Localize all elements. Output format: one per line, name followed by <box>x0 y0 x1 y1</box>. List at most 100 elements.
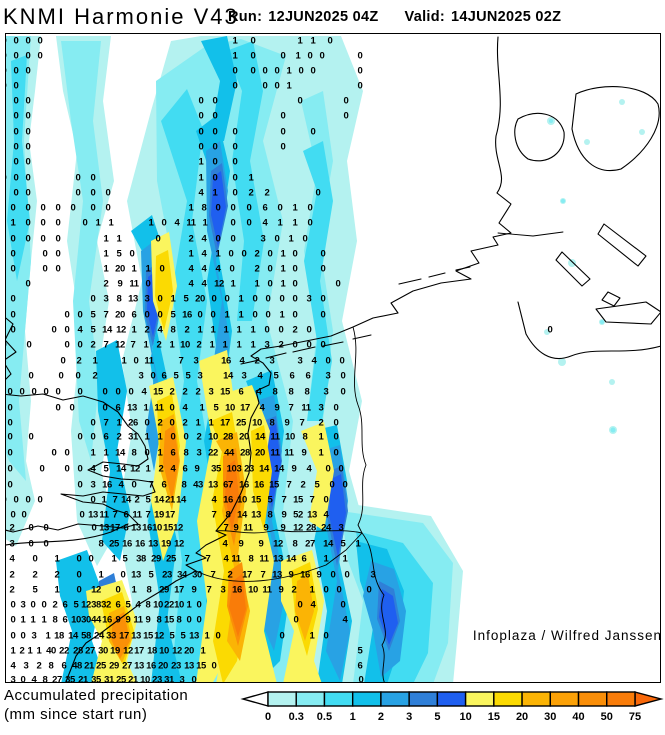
grid-value: 17 <box>165 509 175 521</box>
grid-value: 0 <box>64 339 70 351</box>
legend-tick-label: 0 <box>265 711 271 723</box>
grid-value: 5 <box>103 463 109 475</box>
legend-tick-label: 40 <box>572 711 584 723</box>
grid-value: 5 <box>170 309 176 321</box>
grid-value: 13 <box>307 509 317 521</box>
grid-value: 10 <box>285 431 295 443</box>
grid-value: 17 <box>134 645 144 657</box>
grid-value: 8 <box>116 293 122 305</box>
grid-value: 9 <box>274 402 280 414</box>
grid-value: 3 <box>103 293 109 305</box>
grid-value: 4 <box>31 674 37 683</box>
grid-value: 1 <box>131 263 137 275</box>
grid-value: 0 <box>292 248 298 260</box>
grid-value: 4 <box>141 386 147 398</box>
grid-value: 15 <box>143 630 153 642</box>
grid-value: 7 <box>309 494 315 506</box>
legend-color-box <box>323 691 354 707</box>
grid-value: 0 <box>90 172 96 184</box>
grid-value: 38 <box>91 599 101 611</box>
grid-value: 0 <box>210 309 216 321</box>
grid-value: 5 <box>357 645 363 657</box>
grid-value: 0 <box>230 233 236 245</box>
grid-value: 1 <box>224 309 230 321</box>
grid-value: 0 <box>232 65 238 77</box>
grid-value: 0 <box>333 402 339 414</box>
grid-value: 2 <box>184 324 190 336</box>
grid-value: 17 <box>220 417 230 429</box>
grid-value: 7 <box>130 339 136 351</box>
grid-value: 0 <box>10 599 16 611</box>
grid-value: 9 <box>291 463 297 475</box>
grid-value: 2 <box>9 584 15 596</box>
grid-value: 0 <box>320 293 326 305</box>
grid-value: 4 <box>222 538 228 550</box>
grid-value: 15 <box>163 522 173 534</box>
grid-value: 0 <box>293 614 299 626</box>
legend-tick-label: 2 <box>378 711 384 723</box>
grid-value: 2 <box>157 417 163 429</box>
grid-value: 0 <box>76 569 82 581</box>
grid-value: 1 <box>292 202 298 214</box>
grid-value: 1 <box>20 614 26 626</box>
grid-value: 0 <box>264 324 270 336</box>
grid-value: 25 <box>96 660 106 672</box>
grid-value: 0 <box>169 417 175 429</box>
grid-value: 1 <box>250 339 256 351</box>
grid-value: 0 <box>145 278 151 290</box>
grid-value: 10 <box>237 494 247 506</box>
grid-value: 0 <box>212 110 218 122</box>
grid-value: 0 <box>547 324 553 336</box>
legend-color-box <box>295 691 326 707</box>
grid-value: 0 <box>292 293 298 305</box>
grid-value: 5 <box>213 402 219 414</box>
grid-value: 23 <box>162 569 172 581</box>
grid-value: 10 <box>174 599 184 611</box>
grid-value: 10 <box>252 417 262 429</box>
grid-value: 0 <box>25 233 31 245</box>
grid-value: 0 <box>102 386 108 398</box>
grid-value: 13 <box>148 538 158 550</box>
grid-value: 0 <box>330 569 336 581</box>
grid-value: 0 <box>41 599 47 611</box>
grid-value: 0 <box>25 50 31 62</box>
grid-value: 0 <box>75 370 81 382</box>
grid-value: 8 <box>131 447 137 459</box>
legend-tick-label: 10 <box>459 711 471 723</box>
grid-value: 0 <box>232 141 238 153</box>
grid-value: 2 <box>196 339 202 351</box>
legend-color-box <box>577 691 608 707</box>
grid-value: 27 <box>305 538 315 550</box>
grid-value: 0 <box>197 309 203 321</box>
grid-value: 7 <box>103 339 109 351</box>
grid-value: 6 <box>170 447 176 459</box>
grid-value: 20 <box>115 309 125 321</box>
grid-value: 0 <box>13 172 19 184</box>
grid-value: 103 <box>226 463 242 475</box>
grid-value: 13 <box>131 630 141 642</box>
grid-value: 0 <box>7 447 13 459</box>
grid-value: 0 <box>25 202 31 214</box>
grid-value: 3 <box>370 569 376 581</box>
grid-value: 24 <box>321 522 331 534</box>
grid-value: 1 <box>121 355 127 367</box>
legend-tick-label: 3 <box>406 711 412 723</box>
grid-value: 4 <box>188 263 194 275</box>
grid-value: 6 <box>161 479 167 491</box>
grid-value: 5 <box>314 479 320 491</box>
grid-value: 1 <box>143 339 149 351</box>
grid-value: 27 <box>52 674 62 683</box>
grid-value: 12 <box>293 522 303 534</box>
grid-value: 0 <box>77 339 83 351</box>
grid-value: 20 <box>239 431 249 443</box>
grid-value: 3 <box>193 355 199 367</box>
grid-value: 7 <box>145 509 151 521</box>
grid-value: 5 <box>125 599 131 611</box>
grid-value: 0 <box>10 233 16 245</box>
grid-value: 2 <box>254 355 260 367</box>
grid-value: 8 <box>288 386 294 398</box>
grid-value: 0 <box>232 187 238 199</box>
grid-value: 4 <box>239 355 245 367</box>
grid-value: 8 <box>170 324 176 336</box>
